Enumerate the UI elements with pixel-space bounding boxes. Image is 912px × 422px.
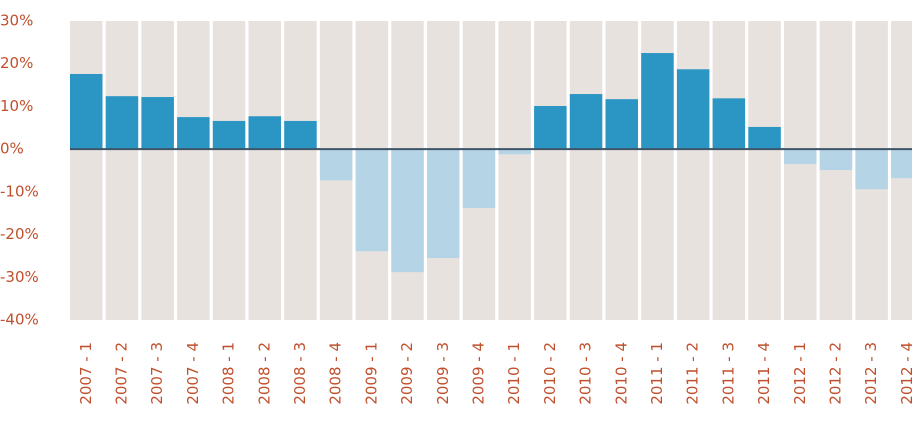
column-background <box>748 21 781 320</box>
bar <box>177 117 210 150</box>
x-tick-label: 2011 - 1 <box>648 342 666 405</box>
bar <box>605 99 638 150</box>
bar <box>105 96 139 150</box>
column-background <box>177 21 210 320</box>
x-tick-label: 2009 - 4 <box>469 342 487 405</box>
bar <box>498 149 531 155</box>
y-tick-label: -20% <box>0 225 39 243</box>
y-tick-label: -10% <box>0 182 39 200</box>
bar <box>784 149 817 165</box>
x-tick-label: 2008 - 1 <box>220 342 238 405</box>
x-tick-label: 2008 - 4 <box>327 342 345 405</box>
bar <box>284 120 317 150</box>
x-tick-label: 2009 - 3 <box>434 342 452 405</box>
bar <box>319 149 353 181</box>
column-background <box>569 21 603 320</box>
bar <box>248 116 281 150</box>
x-tick-label: 2009 - 2 <box>398 342 416 405</box>
bar <box>819 149 853 171</box>
column-background <box>819 21 853 320</box>
column-background <box>141 21 174 320</box>
column-background <box>534 21 567 320</box>
column-background <box>712 21 746 320</box>
x-tick-label: 2011 - 3 <box>719 342 737 405</box>
bar <box>891 149 912 179</box>
y-tick-label: -30% <box>0 268 39 286</box>
x-tick-label: 2007 - 2 <box>112 342 130 405</box>
x-tick-label: 2012 - 3 <box>862 342 880 405</box>
x-tick-label: 2007 - 4 <box>184 342 202 405</box>
y-tick-label: -40% <box>0 311 39 329</box>
column-background <box>70 21 103 320</box>
y-tick-label: 10% <box>0 97 33 115</box>
x-tick-label: 2007 - 1 <box>77 342 95 405</box>
bar <box>462 149 496 209</box>
column-background <box>105 21 139 320</box>
column-background <box>498 21 531 320</box>
column-background <box>676 21 710 320</box>
x-tick-label: 2008 - 2 <box>255 342 273 405</box>
x-tick-label: 2011 - 2 <box>684 342 702 405</box>
x-tick-label: 2007 - 3 <box>148 342 166 405</box>
bar <box>748 126 781 150</box>
y-tick-label: 20% <box>0 54 33 72</box>
bar <box>427 149 460 259</box>
column-background <box>248 21 281 320</box>
x-tick-label: 2010 - 4 <box>612 342 630 405</box>
x-tick-label: 2010 - 2 <box>541 342 559 405</box>
bar <box>534 106 567 150</box>
x-tick-label: 2009 - 1 <box>362 342 380 405</box>
bar <box>355 149 389 252</box>
x-tick-label: 2010 - 1 <box>505 342 523 405</box>
bar <box>212 120 246 150</box>
bar <box>141 97 174 150</box>
x-tick-label: 2008 - 3 <box>291 342 309 405</box>
column-background <box>284 21 317 320</box>
x-tick-label: 2012 - 1 <box>791 342 809 405</box>
x-tick-label: 2012 - 4 <box>898 342 912 405</box>
x-tick-label: 2010 - 3 <box>577 342 595 405</box>
bar <box>712 98 746 150</box>
bar <box>855 149 888 190</box>
column-background <box>784 21 817 320</box>
x-tick-label: 2011 - 4 <box>755 342 773 405</box>
y-tick-label: 30% <box>0 12 33 30</box>
x-tick-label: 2012 - 2 <box>826 342 844 405</box>
bar <box>391 149 424 273</box>
bar <box>70 73 103 150</box>
bar <box>641 53 674 150</box>
column-background <box>212 21 246 320</box>
bar <box>569 94 603 150</box>
bar <box>676 69 710 150</box>
y-tick-label: 0% <box>0 140 24 158</box>
column-background <box>605 21 638 320</box>
